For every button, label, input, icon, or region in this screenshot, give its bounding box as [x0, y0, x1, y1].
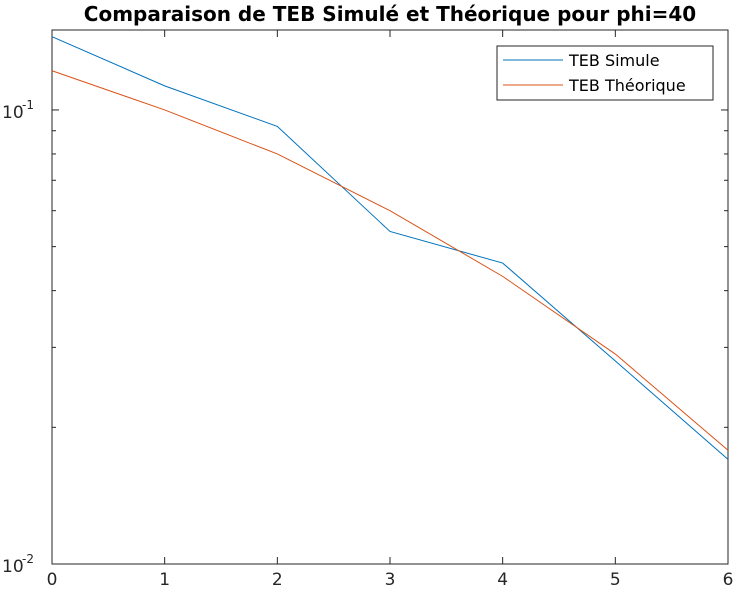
- y-tick-base: 10: [2, 103, 24, 123]
- legend: TEB Simule TEB Théorique: [496, 45, 714, 101]
- y-tick-label: 10-2: [2, 552, 34, 577]
- legend-label-simule: TEB Simule: [568, 51, 660, 70]
- legend-label-theorique: TEB Théorique: [568, 76, 686, 95]
- y-tick-label: 10-1: [2, 98, 34, 123]
- x-tick-label: 3: [385, 570, 396, 590]
- series-lines: [51, 36, 729, 460]
- series-line-0: [51, 36, 729, 460]
- x-tick-label: 6: [723, 570, 734, 590]
- x-tick-label: 2: [272, 570, 283, 590]
- series-line-1: [51, 70, 729, 451]
- x-tick-label: 0: [47, 570, 58, 590]
- legend-box: [496, 45, 714, 101]
- x-tick-label: 1: [159, 570, 170, 590]
- x-tick-labels: 0 1 2 3 4 5 6: [47, 570, 734, 590]
- x-tick-label: 5: [610, 570, 621, 590]
- axis-ticks: [51, 30, 729, 564]
- chart-title: Comparaison de TEB Simulé et Théorique p…: [84, 2, 696, 26]
- x-tick-label: 4: [497, 570, 508, 590]
- y-tick-labels: 10-110-2: [2, 98, 34, 577]
- y-tick-base: 10: [2, 557, 24, 577]
- plot-frame: [51, 29, 729, 565]
- y-tick-exponent: -2: [22, 552, 34, 566]
- y-tick-exponent: -1: [22, 98, 34, 112]
